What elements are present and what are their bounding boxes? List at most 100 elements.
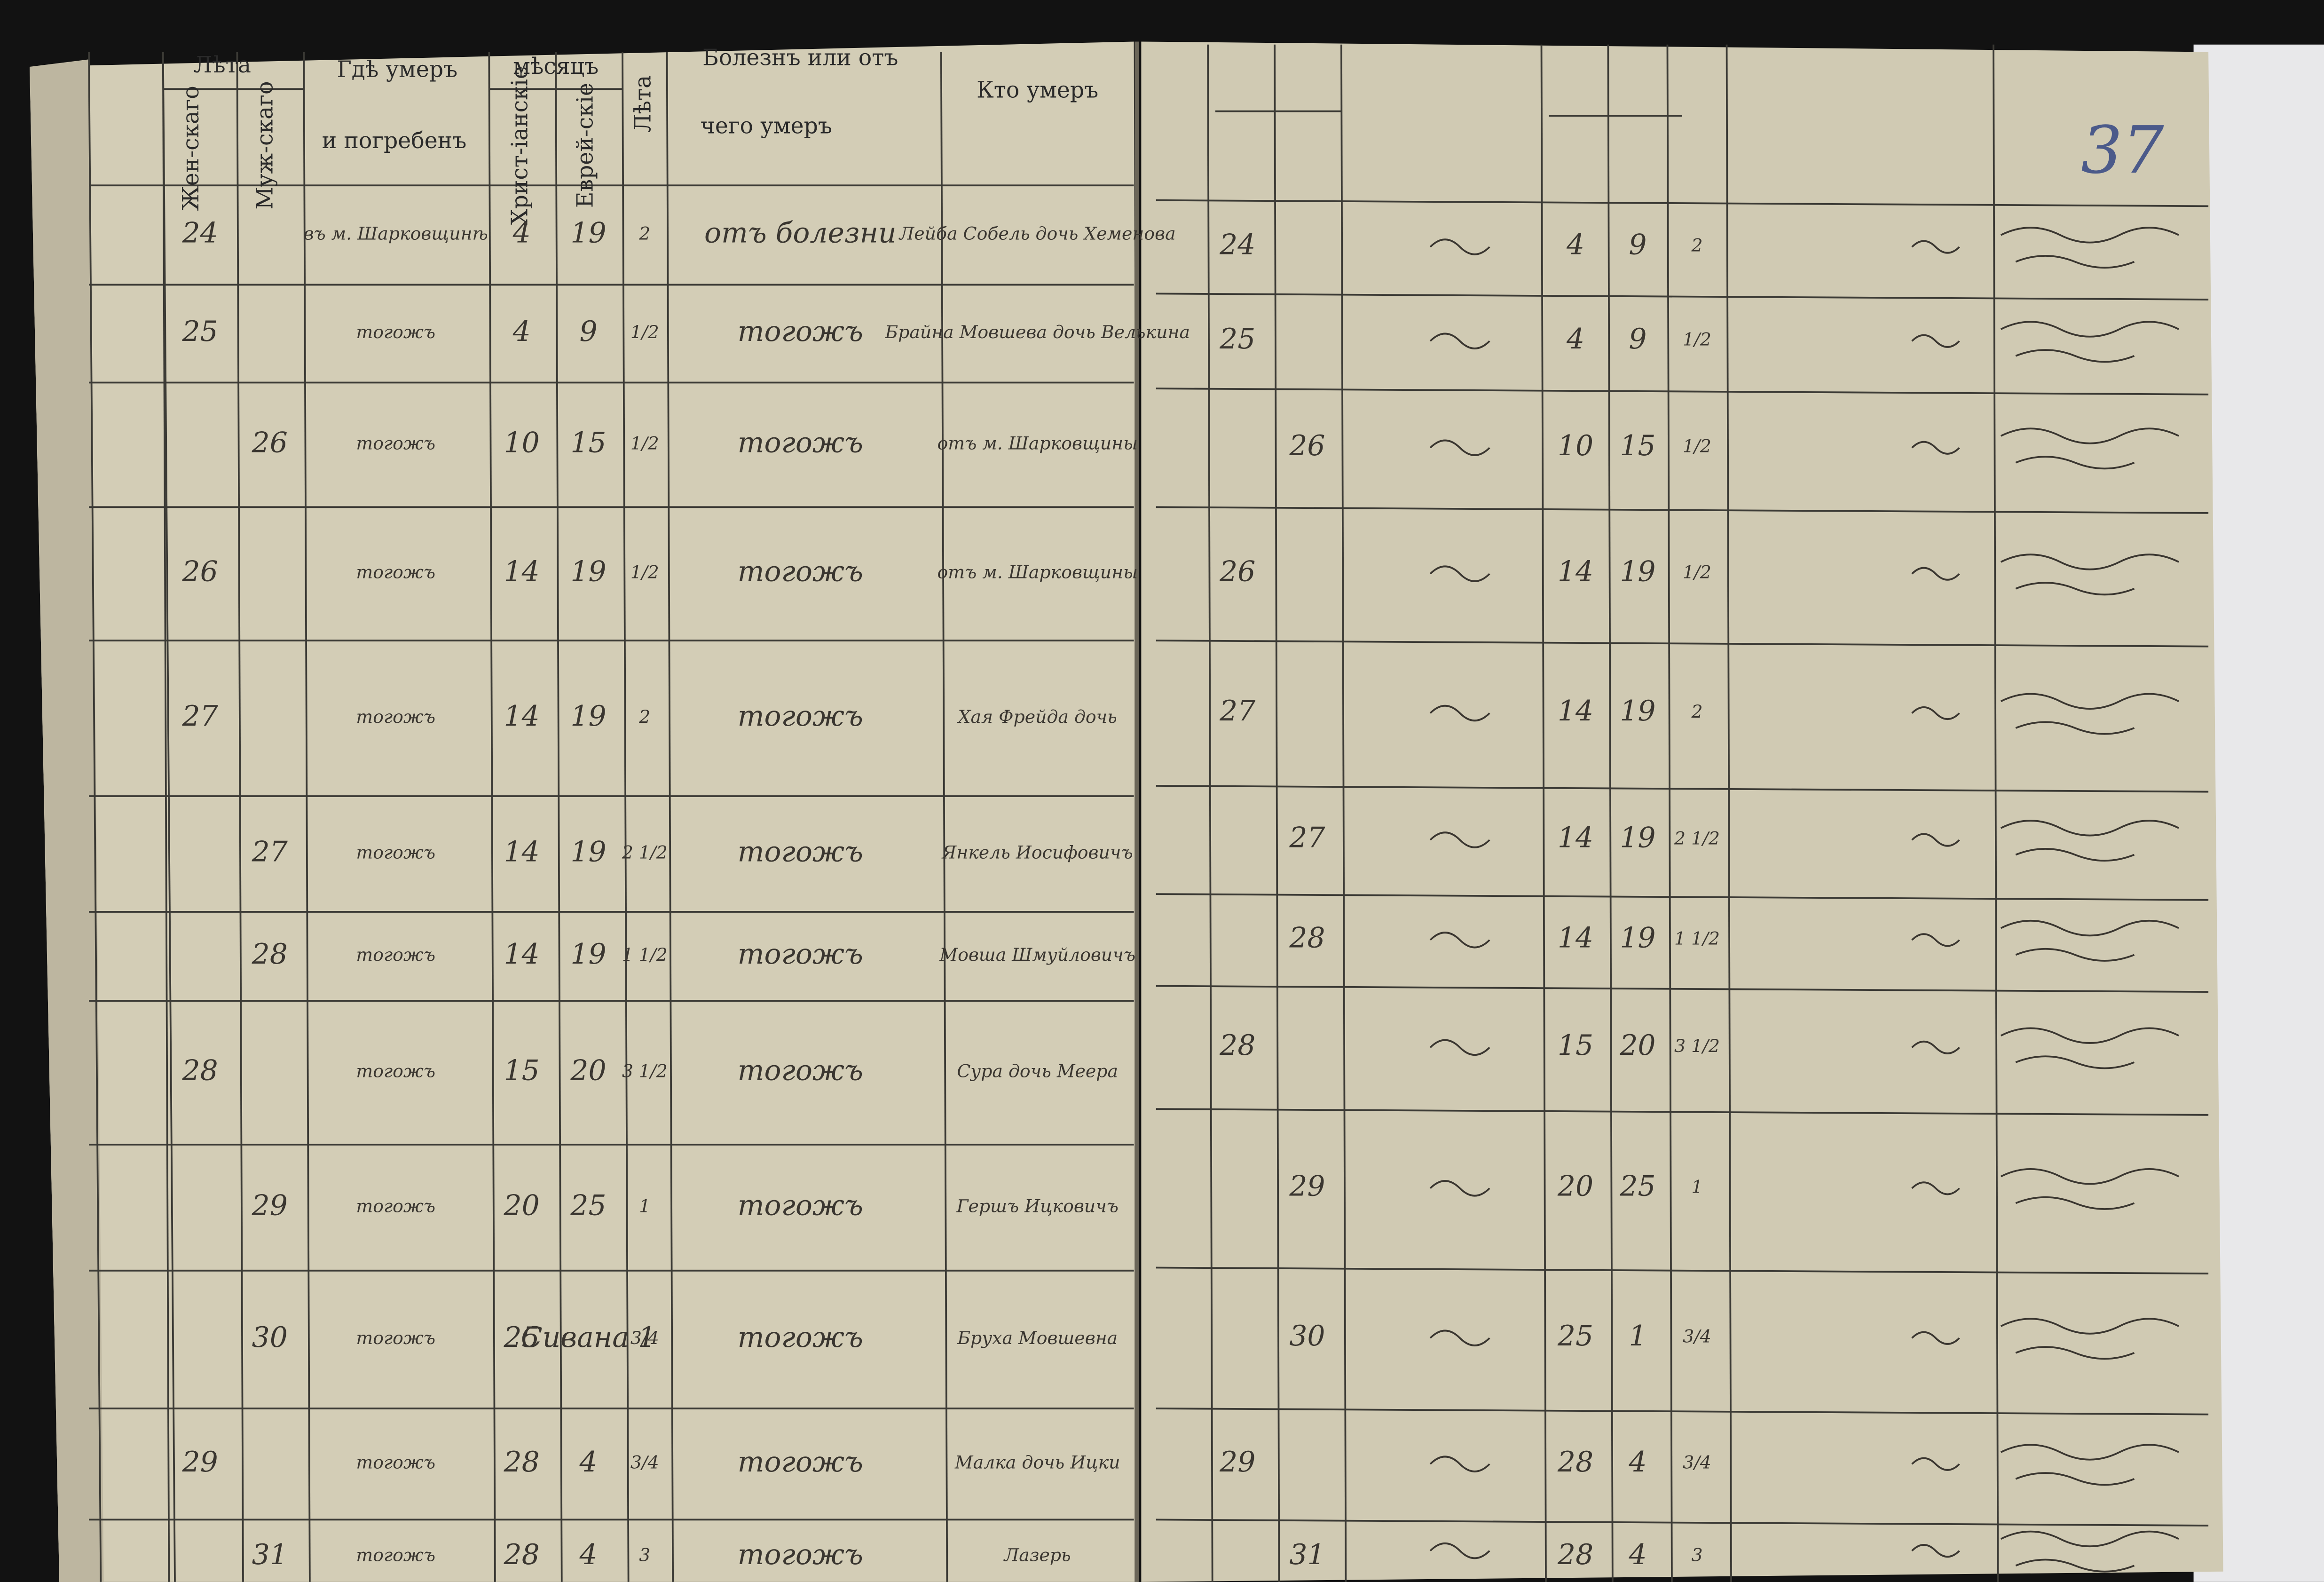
entry-age: 2 1/2 <box>622 842 668 862</box>
entry-christian: 15 <box>504 1054 540 1087</box>
row-line <box>1156 640 2209 648</box>
entry-female: 29 <box>1219 1446 1255 1479</box>
entry-male: 30 <box>1289 1320 1325 1353</box>
entry-who: Гершъ Ицковичъ <box>956 1195 1118 1216</box>
column-line <box>1207 44 1213 1582</box>
entry-female: 28 <box>1219 1029 1255 1062</box>
handwriting <box>1911 334 1960 348</box>
entry-jewish: 4 <box>1628 1538 1646 1571</box>
row-line <box>1156 199 2209 207</box>
rule-line <box>162 52 176 1582</box>
column-line <box>236 52 244 1582</box>
entry-where: тогожъ <box>356 322 435 342</box>
entry-age: 2 <box>1691 235 1702 256</box>
entry-where: тогожъ <box>356 1195 435 1216</box>
handwriting <box>2000 321 2179 363</box>
entry-male: 26 <box>252 426 288 459</box>
entry-christian: 14 <box>1558 695 1593 728</box>
entry-age: 3/4 <box>630 1328 659 1348</box>
entry-christian: 14 <box>504 700 540 733</box>
column-line <box>162 52 170 1582</box>
entry-jewish: Сивана 1 <box>521 1321 656 1354</box>
entry-disease: тогожъ <box>738 315 863 348</box>
column-line <box>1993 44 1999 1582</box>
entry-male: 27 <box>1289 822 1325 854</box>
handwriting <box>1911 240 1960 254</box>
handwriting <box>1429 1542 1490 1559</box>
entry-age: 1/2 <box>1683 329 1711 350</box>
handwriting <box>1429 932 1490 949</box>
handwriting <box>1429 831 1490 848</box>
entry-age: 2 1/2 <box>1674 828 1720 849</box>
entry-jewish: 20 <box>1619 1029 1655 1062</box>
entry-who: Янкель Иосифовичъ <box>941 842 1133 862</box>
entry-age: 3 <box>639 1545 650 1566</box>
handwriting <box>2000 227 2179 269</box>
row-line <box>1156 985 2209 993</box>
entry-female: 26 <box>1219 555 1255 588</box>
entry-age: 2 <box>1691 701 1702 722</box>
entry-jewish: 9 <box>579 315 597 348</box>
entry-male: 31 <box>1289 1538 1325 1571</box>
entry-disease: тогожъ <box>738 555 863 588</box>
entry-disease: тогожъ <box>738 1054 863 1087</box>
handwriting <box>1911 833 1960 847</box>
entry-male: 30 <box>252 1321 288 1354</box>
handwriting <box>1911 706 1960 720</box>
entry-disease: тогожъ <box>738 700 863 733</box>
handwriting <box>2000 1530 2179 1573</box>
entry-jewish: 19 <box>570 216 606 249</box>
entry-male: 27 <box>252 836 288 869</box>
entry-who: Хая Фрейда дочь <box>957 706 1117 727</box>
entry-age: 2 <box>638 223 650 244</box>
entry-disease: тогожъ <box>738 1321 863 1354</box>
entry-female: 25 <box>181 315 218 348</box>
entry-age: 1 1/2 <box>622 944 668 965</box>
entry-female: 27 <box>1219 695 1255 728</box>
entry-female: 29 <box>181 1446 218 1479</box>
entry-female: 24 <box>1219 229 1255 261</box>
entry-jewish: 1 <box>1629 1320 1646 1353</box>
entry-age: 1/2 <box>1683 562 1711 583</box>
handwriting <box>2000 693 2179 735</box>
page-edges <box>30 59 104 1582</box>
handwriting <box>2000 427 2179 470</box>
row-line <box>1156 388 2209 396</box>
handwriting <box>1429 1329 1490 1346</box>
entry-age: 3/4 <box>630 1452 659 1473</box>
entry-female: 27 <box>181 700 218 733</box>
entry-christian: 14 <box>504 836 540 869</box>
entry-female: 24 <box>181 216 218 249</box>
entry-age: 3 1/2 <box>622 1060 668 1081</box>
handwriting <box>2000 1444 2179 1486</box>
entry-jewish: 19 <box>1620 822 1655 854</box>
entry-who: Бруха Мовшевна <box>957 1328 1118 1348</box>
column-line <box>1340 44 1347 1582</box>
handwriting <box>1911 1041 1960 1054</box>
entry-female: 28 <box>181 1054 218 1087</box>
entry-jewish: 19 <box>570 836 606 869</box>
entry-disease: тогожъ <box>738 1189 863 1222</box>
entry-christian: 15 <box>1558 1029 1593 1062</box>
entry-christian: 25 <box>504 1321 540 1354</box>
entry-male: 31 <box>252 1538 288 1571</box>
row-line <box>1156 893 2209 901</box>
entry-christian: 14 <box>1558 822 1593 854</box>
row-line <box>1156 1408 2209 1416</box>
column-header: Лѣта <box>194 52 251 78</box>
entry-age: 3/4 <box>1683 1326 1711 1347</box>
entry-jewish: 19 <box>570 700 606 733</box>
entry-jewish: 25 <box>1619 1170 1655 1202</box>
entry-jewish: 9 <box>1629 323 1646 356</box>
entry-where: тогожъ <box>356 1060 435 1081</box>
entry-jewish: 19 <box>570 938 606 971</box>
entry-jewish: 4 <box>579 1538 597 1571</box>
handwriting <box>1429 705 1490 721</box>
entry-christian: 28 <box>504 1538 540 1571</box>
entry-who: Лазерь <box>1003 1545 1071 1566</box>
handwriting <box>1911 1181 1960 1195</box>
handwriting <box>1911 441 1960 455</box>
entry-age: 1/2 <box>630 322 659 342</box>
entry-christian: 4 <box>1566 229 1584 261</box>
column-header: Лѣта <box>630 75 656 133</box>
